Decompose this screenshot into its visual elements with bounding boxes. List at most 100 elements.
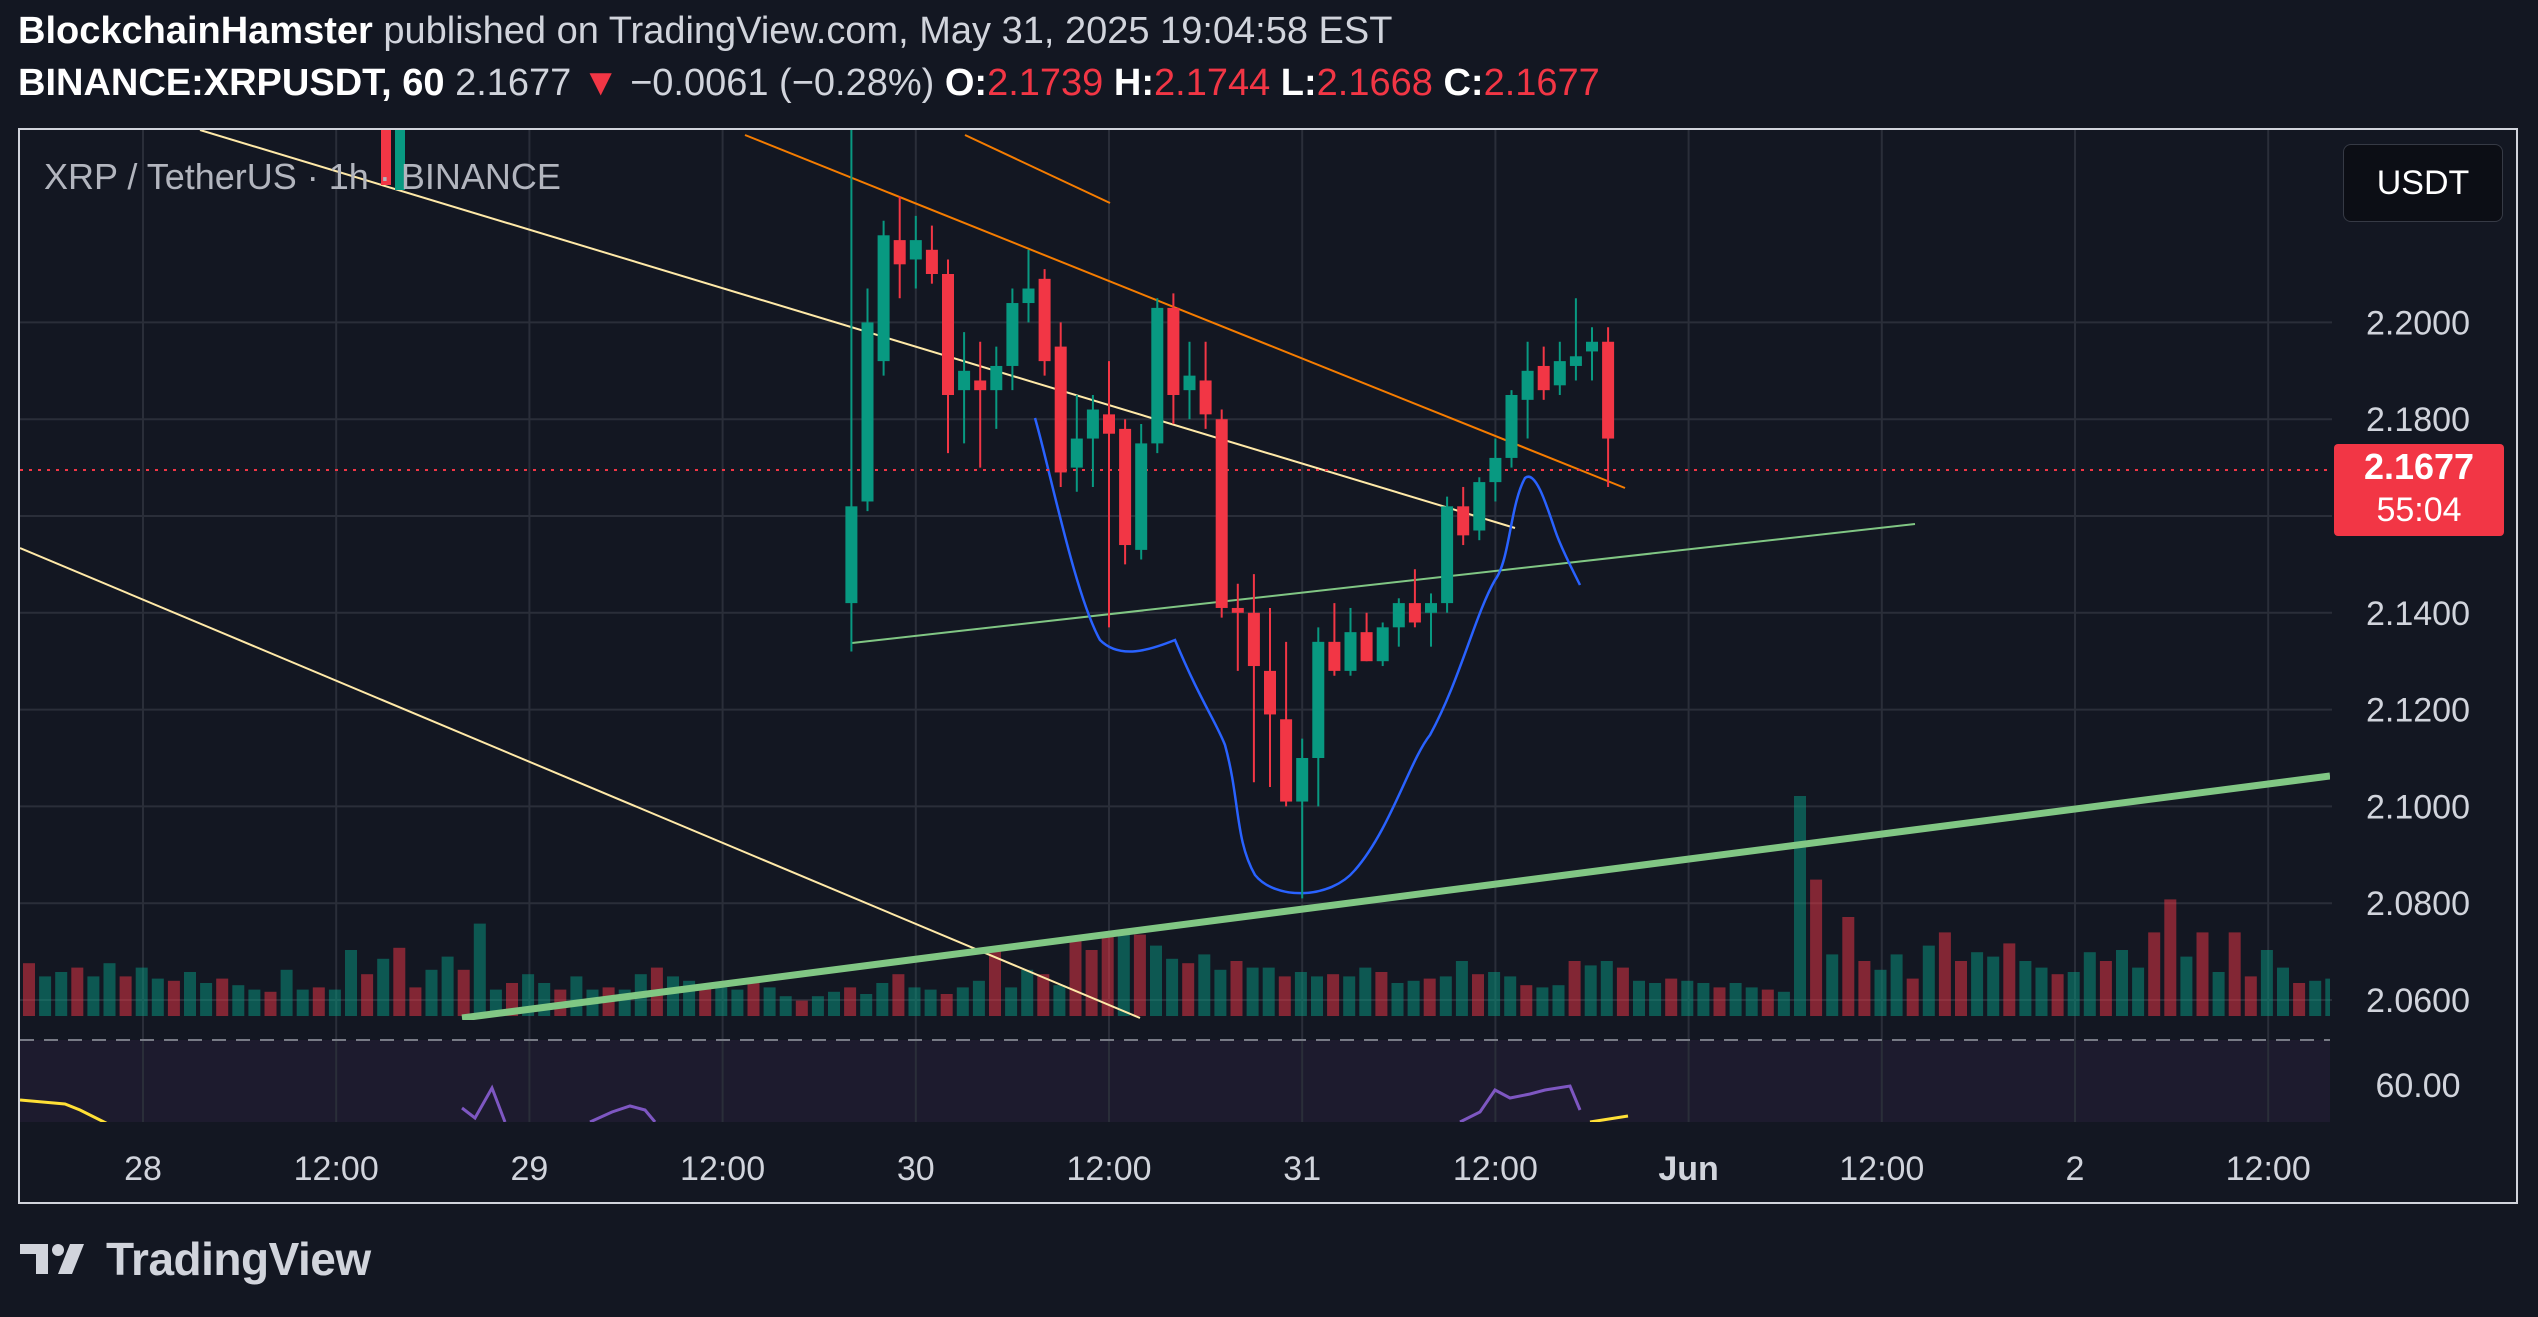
volume-bar — [731, 989, 744, 1016]
volume-bar — [763, 987, 776, 1016]
volume-bar — [1021, 969, 1034, 1016]
blue-indicator-curve — [1033, 417, 1582, 895]
rsi-tick-label: 60.00 — [2375, 1067, 2460, 1105]
volume-bar — [1697, 983, 1710, 1016]
volume-bar — [1777, 991, 1790, 1016]
volume-bar — [1069, 941, 1082, 1016]
candle-body — [942, 274, 954, 395]
candle-body — [1489, 457, 1502, 483]
volume-bar — [1455, 961, 1468, 1016]
candle-body — [1344, 632, 1357, 671]
volume-bar — [1842, 917, 1855, 1016]
volume-bar — [1987, 956, 2000, 1016]
candle-body — [1553, 361, 1566, 386]
volume-bar — [2196, 932, 2209, 1016]
candle-body — [1086, 409, 1099, 439]
chart-frame — [18, 128, 2518, 1204]
volume-bar — [377, 958, 390, 1016]
volume-bar — [184, 972, 196, 1016]
volume-bar — [2535, 985, 2538, 1016]
price-tick-label: 2.0600 — [2366, 982, 2470, 1020]
candle-body — [861, 322, 874, 502]
candle-body — [1280, 719, 1293, 802]
time-axis[interactable]: 28 12:00 29 12:00 30 12:00 31 12:00 Jun 12:00 2 12:… — [124, 1150, 2311, 1188]
orange-trend-line-upper — [964, 134, 1111, 204]
time-tick-label: 12:00 — [680, 1150, 765, 1188]
volume-bar — [747, 983, 760, 1016]
candle-body — [1586, 341, 1598, 352]
candle-body — [1070, 438, 1083, 468]
time-tick-label: 12:00 — [1839, 1150, 1924, 1188]
publish-text: published on TradingView.com, May 31, 20… — [383, 10, 1393, 52]
candle-body — [1602, 341, 1615, 439]
volume-bar — [1729, 983, 1742, 1016]
candle-body — [1151, 307, 1164, 444]
volume-bar — [151, 978, 164, 1016]
candle-body — [1376, 627, 1389, 662]
candle-body — [1264, 670, 1276, 715]
volume-bar — [1858, 961, 1871, 1016]
candle-body — [1119, 428, 1132, 546]
candle-body — [1054, 346, 1067, 473]
currency-button[interactable]: USDT — [2343, 144, 2503, 222]
time-tick-label: Jun — [1658, 1150, 1718, 1188]
candle-body — [1569, 356, 1582, 366]
candle-body — [1038, 278, 1051, 362]
volume-bar — [1311, 976, 1323, 1016]
volume-bar — [1890, 954, 1903, 1016]
volume-bar — [940, 994, 953, 1016]
volume-bar — [457, 969, 470, 1016]
volume-bar — [795, 1000, 808, 1016]
volume-bar — [1826, 954, 1839, 1016]
candlesticks — [381, 130, 1615, 899]
volume-bar — [1955, 961, 1967, 1016]
volume-bar — [393, 947, 406, 1016]
candle-body — [1521, 370, 1534, 400]
candle-body — [925, 249, 938, 274]
volume-bar — [2180, 956, 2193, 1016]
candle-body — [1215, 419, 1228, 608]
volume-bar — [2116, 950, 2128, 1016]
candle-body — [1392, 603, 1405, 628]
volume-bar — [425, 969, 438, 1016]
volume-bar — [2293, 983, 2306, 1016]
volume-bar — [1600, 961, 1613, 1016]
candle-body — [877, 235, 890, 362]
price-tick-label: 2.1200 — [2366, 692, 2470, 730]
volume-bar — [924, 989, 937, 1016]
volume-bar — [1278, 976, 1291, 1016]
volume-bar — [1262, 967, 1275, 1016]
volume-bar — [1536, 987, 1549, 1016]
volume-bar — [828, 991, 840, 1016]
trend-lines[interactable] — [20, 130, 2332, 1020]
volume-bar — [2519, 979, 2531, 1016]
high-label: H: — [1113, 62, 1154, 104]
volume-bar — [1198, 954, 1211, 1016]
candle-body — [1425, 603, 1437, 613]
close-label: C: — [1443, 62, 1484, 104]
candle-body — [381, 130, 391, 185]
candle-body — [1103, 414, 1115, 434]
candle-body — [1135, 443, 1148, 550]
author-name[interactable]: BlockchainHamster — [18, 10, 373, 52]
volume-bar — [811, 996, 824, 1016]
volume-bar — [1713, 987, 1726, 1016]
last-price-badge: 2.1677 55:04 — [2334, 444, 2504, 536]
volume-bar — [1874, 969, 1887, 1016]
volume-bar — [1246, 967, 1259, 1016]
volume-bar — [119, 976, 132, 1016]
ohlc-legend: BINANCE:XRPUSDT, 60 2.1677 ▼ −0.0061 (−0… — [18, 62, 1600, 105]
volume-bar — [135, 967, 148, 1016]
volume-bar — [1520, 985, 1533, 1016]
low-label: L: — [1280, 62, 1317, 104]
candle-body — [1296, 758, 1309, 802]
rsi-line — [1459, 1084, 1582, 1122]
volume-bar — [1005, 987, 1018, 1016]
tradingview-logo[interactable]: TradingView — [18, 1232, 371, 1286]
volume-bar — [2035, 967, 2048, 1016]
volume-bar — [2083, 952, 2096, 1016]
time-tick-label: 12:00 — [2226, 1150, 2311, 1188]
rsi-pane — [20, 1040, 2330, 1122]
volume-bar — [200, 983, 213, 1016]
volume-bar — [1166, 958, 1179, 1016]
